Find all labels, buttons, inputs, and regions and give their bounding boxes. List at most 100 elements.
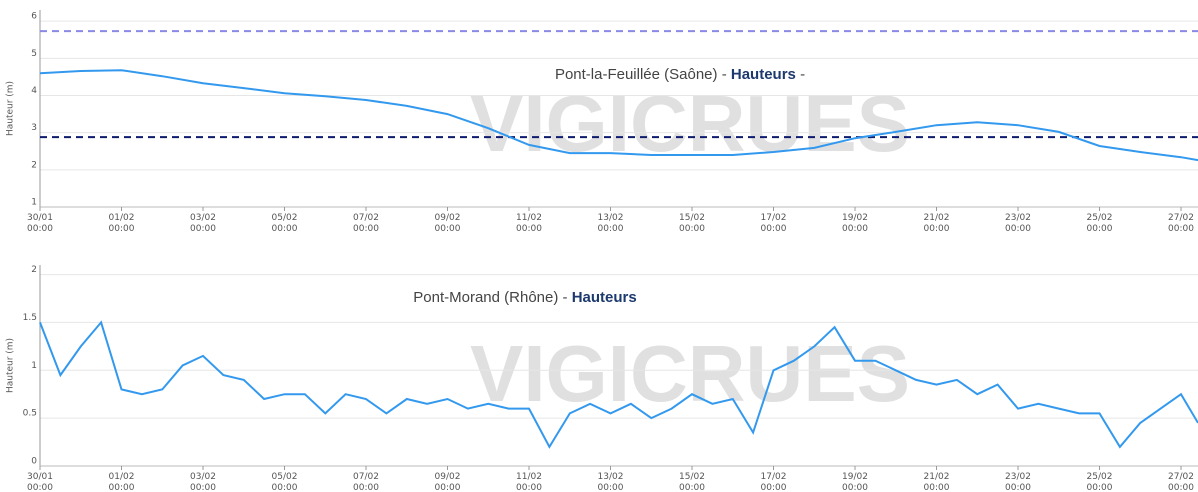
x-tick-label: 07/02 00:00 bbox=[353, 213, 379, 234]
x-tick-label: 23/02 00:00 bbox=[1005, 213, 1031, 234]
y-tick-label: 3 bbox=[31, 123, 37, 133]
y-axis-label: Hauteur (m) bbox=[6, 338, 16, 393]
x-tick-label: 07/02 00:00 bbox=[353, 472, 379, 492]
x-tick-line: 27/02 bbox=[1168, 213, 1194, 223]
x-tick-line: 00:00 bbox=[761, 483, 787, 492]
watermark: VIGICRUES bbox=[470, 79, 910, 168]
y-tick-label: 2 bbox=[31, 265, 37, 275]
x-tick-label: 09/02 00:00 bbox=[435, 472, 461, 492]
x-tick-line: 00:00 bbox=[435, 224, 461, 234]
x-tick-line: 15/02 bbox=[679, 213, 705, 223]
x-tick-line: 00:00 bbox=[272, 224, 298, 234]
x-tick-line: 00:00 bbox=[1005, 483, 1031, 492]
x-tick-label: 11/02 00:00 bbox=[516, 213, 542, 234]
x-tick-line: 00:00 bbox=[27, 483, 53, 492]
x-tick-label: 21/02 00:00 bbox=[924, 472, 950, 492]
x-tick-label: 03/02 00:00 bbox=[190, 213, 216, 234]
x-tick-line: 00:00 bbox=[598, 483, 624, 492]
x-tick-label: 30/01 00:00 bbox=[27, 213, 53, 234]
x-tick-label: 17/02 00:00 bbox=[761, 472, 787, 492]
x-tick-line: 00:00 bbox=[190, 483, 216, 492]
x-tick-line: 17/02 bbox=[761, 472, 787, 482]
y-tick-label: 2 bbox=[31, 160, 37, 170]
x-tick-line: 00:00 bbox=[435, 483, 461, 492]
x-tick-line: 00:00 bbox=[190, 224, 216, 234]
x-tick-line: 30/01 bbox=[27, 213, 53, 223]
x-tick-line: 05/02 bbox=[272, 472, 298, 482]
x-tick-line: 30/01 bbox=[27, 472, 53, 482]
title-suffix: - bbox=[800, 66, 805, 83]
x-tick-line: 19/02 bbox=[842, 472, 868, 482]
x-tick-label: 01/02 00:00 bbox=[109, 472, 135, 492]
y-tick-label: 0.5 bbox=[23, 409, 37, 419]
title-bold: Hauteurs bbox=[572, 289, 637, 306]
x-tick-label: 25/02 00:00 bbox=[1087, 213, 1113, 234]
x-tick-line: 27/02 bbox=[1168, 472, 1194, 482]
x-tick-line: 13/02 bbox=[598, 213, 624, 223]
x-tick-line: 09/02 bbox=[435, 213, 461, 223]
x-tick-label: 13/02 00:00 bbox=[598, 472, 624, 492]
x-tick-line: 00:00 bbox=[924, 483, 950, 492]
x-tick-line: 23/02 bbox=[1005, 213, 1031, 223]
chart-title: Pont-Morand (Rhône) - Hauteurs bbox=[413, 289, 636, 306]
x-tick-line: 11/02 bbox=[516, 213, 542, 223]
chart-title: Pont-la-Feuillée (Saône) - Hauteurs - bbox=[555, 66, 805, 83]
x-tick-line: 00:00 bbox=[679, 224, 705, 234]
series-line bbox=[39, 320, 1198, 449]
x-tick-label: 11/02 00:00 bbox=[516, 472, 542, 492]
x-tick-line: 21/02 bbox=[924, 472, 950, 482]
x-tick-line: 00:00 bbox=[516, 224, 542, 234]
x-tick-line: 00:00 bbox=[1087, 224, 1113, 234]
x-tick-label: 09/02 00:00 bbox=[435, 213, 461, 234]
x-tick-line: 00:00 bbox=[109, 224, 135, 234]
x-tick-label: 15/02 00:00 bbox=[679, 213, 705, 234]
y-tick-label: 0 bbox=[31, 457, 37, 467]
x-tick-label: 30/01 00:00 bbox=[27, 472, 53, 492]
x-tick-label: 01/02 00:00 bbox=[109, 213, 135, 234]
x-tick-line: 09/02 bbox=[435, 472, 461, 482]
title-bold: Hauteurs bbox=[731, 66, 796, 83]
x-tick-label: 05/02 00:00 bbox=[272, 213, 298, 234]
y-tick-label: 1 bbox=[31, 361, 37, 371]
x-tick-line: 03/02 bbox=[190, 472, 216, 482]
x-tick-line: 17/02 bbox=[761, 213, 787, 223]
x-tick-label: 05/02 00:00 bbox=[272, 472, 298, 492]
x-tick-line: 00:00 bbox=[353, 483, 379, 492]
x-tick-label: 03/02 00:00 bbox=[190, 472, 216, 492]
y-tick-label: 1.5 bbox=[23, 313, 37, 323]
x-tick-line: 21/02 bbox=[924, 213, 950, 223]
x-tick-line: 00:00 bbox=[842, 483, 868, 492]
x-tick-line: 07/02 bbox=[353, 213, 379, 223]
x-tick-line: 03/02 bbox=[190, 213, 216, 223]
x-tick-line: 25/02 bbox=[1087, 213, 1113, 223]
y-tick-label: 4 bbox=[31, 86, 37, 96]
y-tick-label: 6 bbox=[31, 12, 37, 22]
title-text: Pont-la-Feuillée (Saône) - bbox=[555, 66, 727, 83]
watermark: VIGICRUES bbox=[470, 329, 910, 418]
x-tick-label: 19/02 00:00 bbox=[842, 213, 868, 234]
y-tick-label: 1 bbox=[31, 198, 37, 208]
x-tick-label: 21/02 00:00 bbox=[924, 213, 950, 234]
x-tick-line: 00:00 bbox=[109, 483, 135, 492]
x-tick-label: 15/02 00:00 bbox=[679, 472, 705, 492]
x-tick-label: 27/02 00:00 bbox=[1168, 472, 1194, 492]
x-tick-label: 17/02 00:00 bbox=[761, 213, 787, 234]
x-tick-line: 00:00 bbox=[924, 224, 950, 234]
x-tick-line: 11/02 bbox=[516, 472, 542, 482]
x-tick-line: 00:00 bbox=[598, 224, 624, 234]
x-tick-line: 23/02 bbox=[1005, 472, 1031, 482]
x-tick-line: 00:00 bbox=[1168, 224, 1194, 234]
x-tick-line: 00:00 bbox=[1087, 483, 1113, 492]
x-tick-label: 27/02 00:00 bbox=[1168, 213, 1194, 234]
y-tick-label: 5 bbox=[31, 49, 37, 59]
x-tick-line: 00:00 bbox=[761, 224, 787, 234]
title-text: Pont-Morand (Rhône) - bbox=[413, 289, 567, 306]
x-tick-line: 00:00 bbox=[679, 483, 705, 492]
x-tick-line: 01/02 bbox=[109, 472, 135, 482]
x-tick-label: 25/02 00:00 bbox=[1087, 472, 1113, 492]
x-tick-line: 05/02 bbox=[272, 213, 298, 223]
x-tick-line: 00:00 bbox=[1168, 483, 1194, 492]
x-tick-line: 19/02 bbox=[842, 213, 868, 223]
